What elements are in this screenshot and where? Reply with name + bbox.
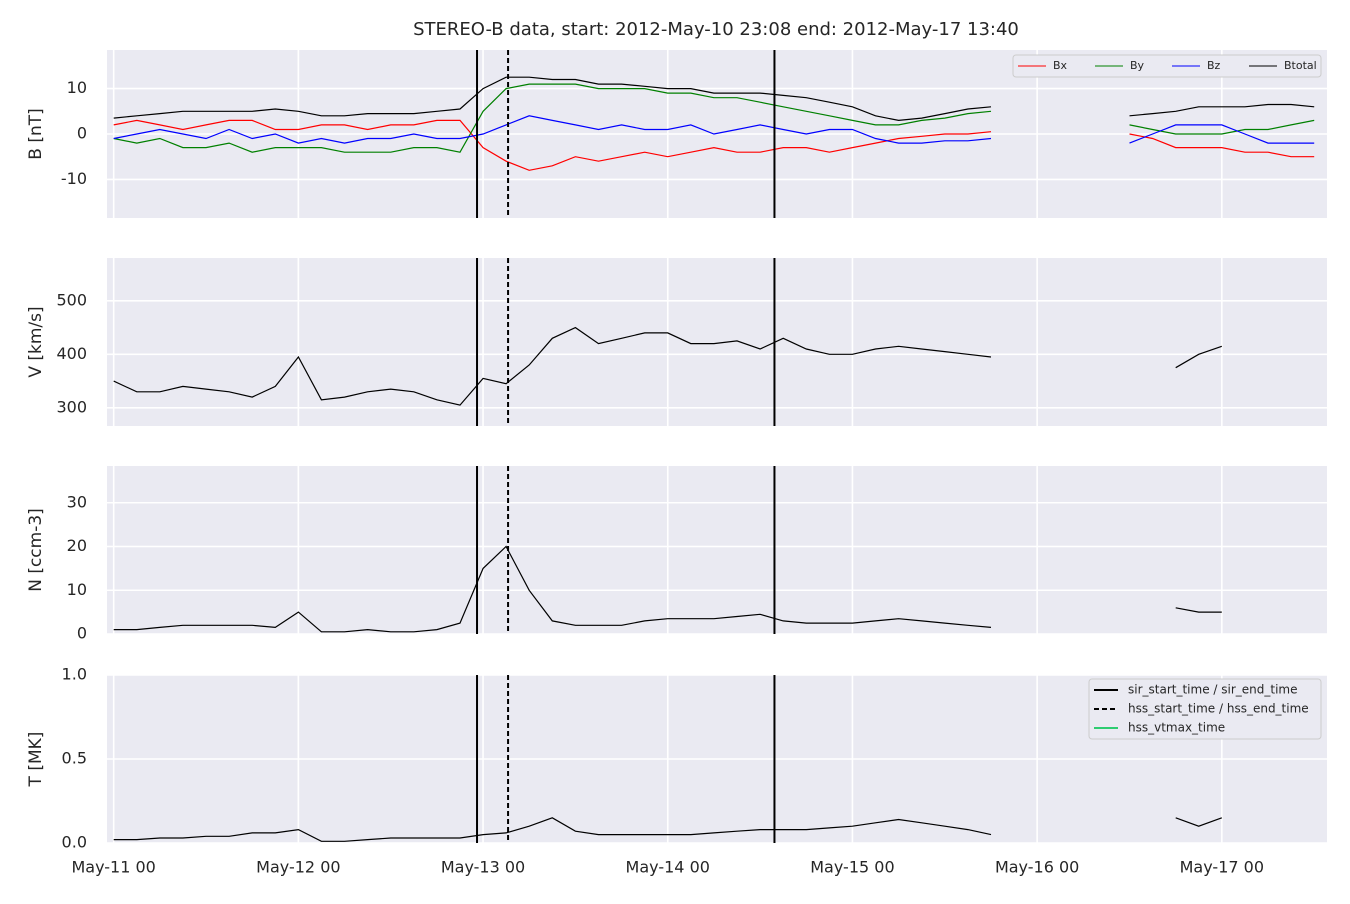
plot-background [107,258,1327,426]
y-axis-label: T [MK] [26,732,46,788]
plot-area [113,50,1315,218]
legend-label: Bx [1053,59,1068,72]
y-tick-label: -10 [61,169,87,188]
y-axis-label: V [km/s] [26,306,46,377]
series-line [113,545,1222,633]
y-tick-label: 0 [77,124,87,143]
x-tick-label: May-15 00 [810,858,894,877]
y-tick-label: 1.0 [62,665,87,684]
x-tick-label: May-17 00 [1180,858,1264,877]
y-tick-label: 0.0 [62,833,87,852]
x-tick-label: May-11 00 [71,858,155,877]
legend-label: hss_start_time / hss_end_time [1128,702,1309,716]
x-tick-label: May-13 00 [441,858,525,877]
series-line [113,119,1315,171]
legend-box [1088,678,1322,740]
y-tick-label: 20 [67,536,87,555]
y-tick-label: 30 [67,492,87,511]
x-tick-label: May-16 00 [995,858,1079,877]
y-tick-label: 300 [56,397,87,416]
plot-background [107,466,1327,634]
y-axis-label: B [nT] [26,108,46,160]
y-tick-label: 10 [67,580,87,599]
plot-area [113,466,1222,634]
y-tick-label: 10 [67,78,87,97]
y-tick-label: 0.5 [62,749,87,768]
legend-label: By [1130,59,1145,72]
series-line [113,76,1315,122]
series-line [113,817,1223,842]
y-tick-label: 400 [56,344,87,363]
plot-area [113,258,1222,426]
x-tick-label: May-12 00 [256,858,340,877]
y-tick-label: 500 [56,290,87,309]
y-tick-label: 0 [77,624,87,643]
plot-area [113,675,1223,843]
chart-title: STEREO-B data, start: 2012-May-10 23:08 … [413,19,1019,40]
legend-label: Btotal [1284,59,1317,72]
legend-label: hss_vtmax_time [1128,721,1225,735]
y-axis-label: N [ccm-3] [26,508,46,592]
legend-label: sir_start_time / sir_end_time [1128,683,1298,697]
series-line [113,115,1315,144]
series-line [113,326,1222,406]
legend-label: Bz [1207,59,1221,72]
x-tick-label: May-14 00 [626,858,710,877]
legend-box [1012,54,1322,78]
